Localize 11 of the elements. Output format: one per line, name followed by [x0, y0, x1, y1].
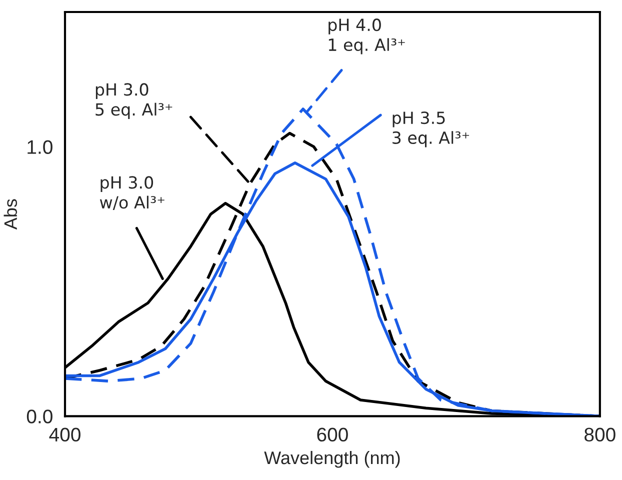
annotation: pH 4.0 1 eq. Al³⁺ [328, 18, 405, 54]
y-tick-label: 0.0 [26, 410, 52, 424]
x-tick-label: 400 [49, 428, 80, 442]
annotation: pH 3.0 5 eq. Al³⁺ [96, 83, 172, 119]
x-axis-title: Wavelength (nm) [264, 450, 400, 468]
y-tick-label: 1.0 [28, 140, 52, 154]
x-tick-label: 600 [317, 428, 348, 442]
annotation: pH 3.0 w/o Al³⁺ [100, 176, 164, 210]
annotation: pH 3.5 3 eq. Al³⁺ [392, 111, 470, 148]
x-tick-label: 800 [584, 428, 616, 442]
y-axis-title: Abs [4, 199, 18, 230]
